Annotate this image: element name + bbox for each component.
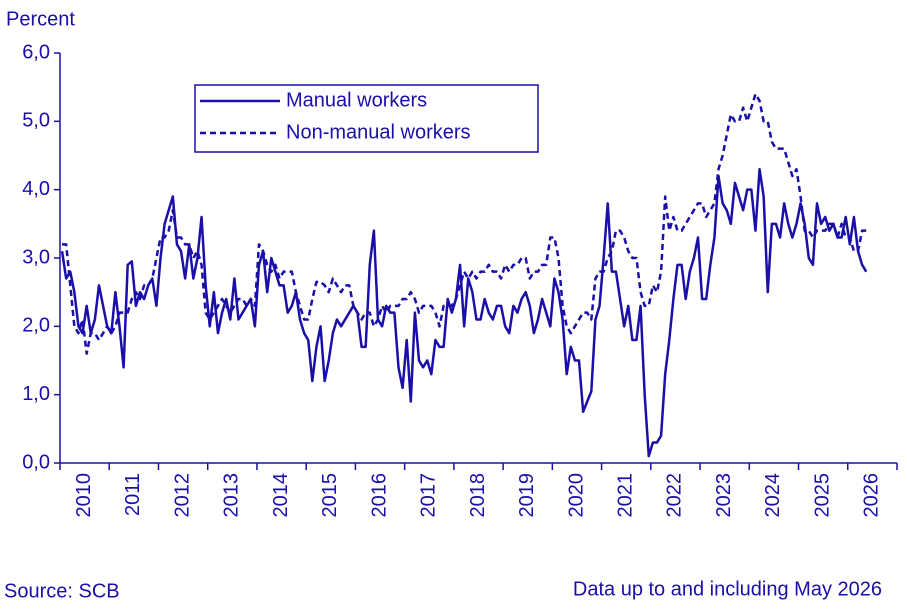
y-tick-label: 5,0 [22, 110, 50, 132]
x-tick-label: 2014 [270, 473, 292, 518]
y-tick-label: 3,0 [22, 246, 50, 268]
note: Data up to and including May 2026 [573, 578, 882, 600]
source: Source: SCB [4, 580, 120, 602]
y-tick-label: 0,0 [22, 451, 50, 473]
y-tick-label: 2,0 [22, 315, 50, 337]
x-tick-label: 2017 [418, 473, 440, 518]
y-tick-label: 6,0 [22, 41, 50, 63]
y-axis-label: Percent [6, 8, 75, 30]
legend-label: Manual workers [286, 89, 427, 111]
legend-label: Non-manual workers [286, 121, 471, 143]
x-tick-label: 2013 [221, 473, 243, 518]
x-tick-label: 2016 [368, 473, 390, 518]
x-tick-label: 2012 [171, 473, 193, 518]
x-tick-label: 2026 [861, 473, 883, 518]
y-tick-label: 1,0 [22, 383, 50, 405]
x-tick-label: 2019 [516, 473, 538, 518]
legend-box [194, 84, 539, 153]
x-tick-label: 2020 [565, 473, 587, 518]
x-tick-label: 2021 [614, 473, 636, 518]
series-line [60, 167, 868, 458]
x-tick-label: 2024 [762, 473, 784, 518]
x-tick-label: 2010 [73, 473, 95, 518]
series-line [62, 92, 867, 355]
x-tick-label: 2023 [713, 473, 735, 518]
x-tick-label: 2011 [122, 473, 144, 516]
x-tick-label: 2018 [467, 473, 489, 518]
y-tick-label: 4,0 [22, 178, 50, 200]
x-tick-label: 2025 [811, 473, 833, 518]
x-tick-label: 2015 [319, 473, 341, 518]
x-tick-label: 2022 [664, 473, 686, 518]
